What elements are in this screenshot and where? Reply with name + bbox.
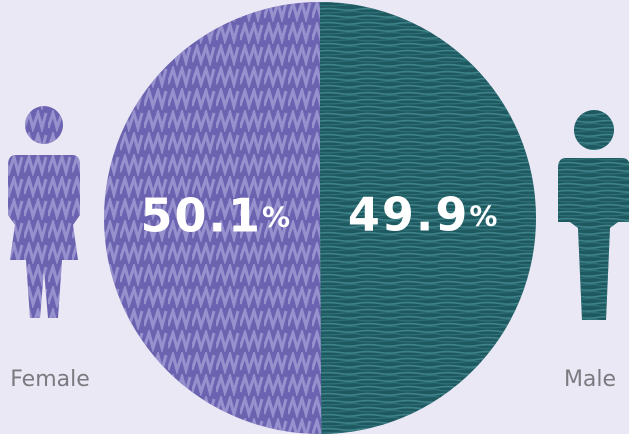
female-icon <box>8 106 80 318</box>
legend-label: Female <box>10 367 90 392</box>
data-label: 50.1% <box>141 188 293 242</box>
pie-slice-texture <box>320 2 536 434</box>
pie-slice-texture <box>103 2 322 434</box>
legend-label: Male <box>564 367 616 392</box>
male-icon <box>558 110 629 320</box>
pie <box>103 2 536 434</box>
data-label: 49.9% <box>348 187 500 241</box>
